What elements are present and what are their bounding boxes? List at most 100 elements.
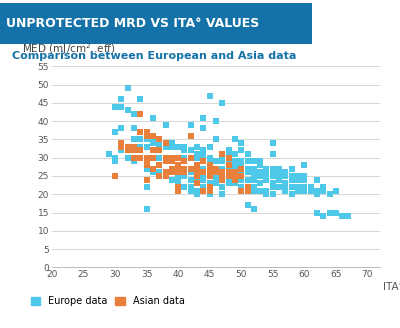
Point xyxy=(213,170,219,175)
Point xyxy=(345,214,352,219)
Point xyxy=(251,166,257,171)
Point xyxy=(326,192,333,197)
Point xyxy=(282,181,288,186)
Point xyxy=(301,177,308,182)
Point xyxy=(181,155,188,160)
Point xyxy=(112,104,118,109)
Point xyxy=(112,173,118,178)
Point xyxy=(144,177,150,182)
Point xyxy=(219,177,226,182)
Point xyxy=(219,173,226,178)
Point xyxy=(288,192,295,197)
Point xyxy=(200,126,206,131)
Point xyxy=(251,206,257,212)
Point xyxy=(263,192,270,197)
Point xyxy=(200,177,206,182)
Point xyxy=(238,184,244,190)
Point xyxy=(181,166,188,171)
Point xyxy=(137,148,144,153)
Point xyxy=(156,162,162,168)
Point xyxy=(175,166,181,171)
Point xyxy=(257,188,263,193)
Point xyxy=(257,162,263,168)
Point xyxy=(137,155,144,160)
Point xyxy=(257,159,263,164)
Point xyxy=(124,148,131,153)
Point xyxy=(206,188,213,193)
Point xyxy=(137,130,144,135)
Point xyxy=(169,166,175,171)
Point xyxy=(226,177,232,182)
Point xyxy=(314,192,320,197)
Point xyxy=(232,173,238,178)
Point xyxy=(175,170,181,175)
Point xyxy=(175,173,181,178)
Point xyxy=(175,177,181,182)
Point xyxy=(232,162,238,168)
Point xyxy=(206,170,213,175)
Point xyxy=(320,184,326,190)
Point xyxy=(188,177,194,182)
Point xyxy=(162,173,169,178)
Point xyxy=(238,170,244,175)
Point xyxy=(301,184,308,190)
Point xyxy=(339,214,345,219)
Point xyxy=(314,188,320,193)
Point xyxy=(137,137,144,142)
Point xyxy=(238,166,244,171)
Point xyxy=(226,148,232,153)
Point xyxy=(288,177,295,182)
Point xyxy=(263,177,270,182)
Point xyxy=(194,155,200,160)
Point xyxy=(301,188,308,193)
Point xyxy=(320,188,326,193)
Point xyxy=(175,188,181,193)
Point xyxy=(144,206,150,212)
Point xyxy=(238,162,244,168)
Point xyxy=(118,104,124,109)
Point xyxy=(276,173,282,178)
Point xyxy=(276,177,282,182)
Point xyxy=(200,184,206,190)
Point xyxy=(194,162,200,168)
Point xyxy=(314,210,320,215)
Point xyxy=(175,162,181,168)
Point xyxy=(270,140,276,146)
Point xyxy=(162,170,169,175)
Text: ITA°: ITA° xyxy=(383,282,400,292)
Point xyxy=(232,177,238,182)
Point xyxy=(150,148,156,153)
Point xyxy=(118,97,124,102)
Point xyxy=(169,155,175,160)
Point xyxy=(144,133,150,138)
Point xyxy=(213,137,219,142)
Point xyxy=(232,137,238,142)
Point xyxy=(181,173,188,178)
Point xyxy=(194,192,200,197)
Point xyxy=(276,166,282,171)
Point xyxy=(276,170,282,175)
Point xyxy=(150,115,156,120)
Point xyxy=(188,170,194,175)
Point xyxy=(219,100,226,106)
Point xyxy=(194,173,200,178)
Point xyxy=(131,155,137,160)
Point xyxy=(188,155,194,160)
Point xyxy=(194,166,200,171)
Point xyxy=(244,152,251,157)
Point xyxy=(206,162,213,168)
Point xyxy=(169,144,175,149)
Point xyxy=(137,144,144,149)
Point xyxy=(219,173,226,178)
Point xyxy=(226,152,232,157)
Point xyxy=(206,184,213,190)
Point xyxy=(200,155,206,160)
Point xyxy=(188,133,194,138)
Point xyxy=(244,166,251,171)
Point xyxy=(270,152,276,157)
Point xyxy=(263,173,270,178)
Point xyxy=(270,192,276,197)
Point xyxy=(169,166,175,171)
Point xyxy=(175,184,181,190)
Point xyxy=(219,192,226,197)
